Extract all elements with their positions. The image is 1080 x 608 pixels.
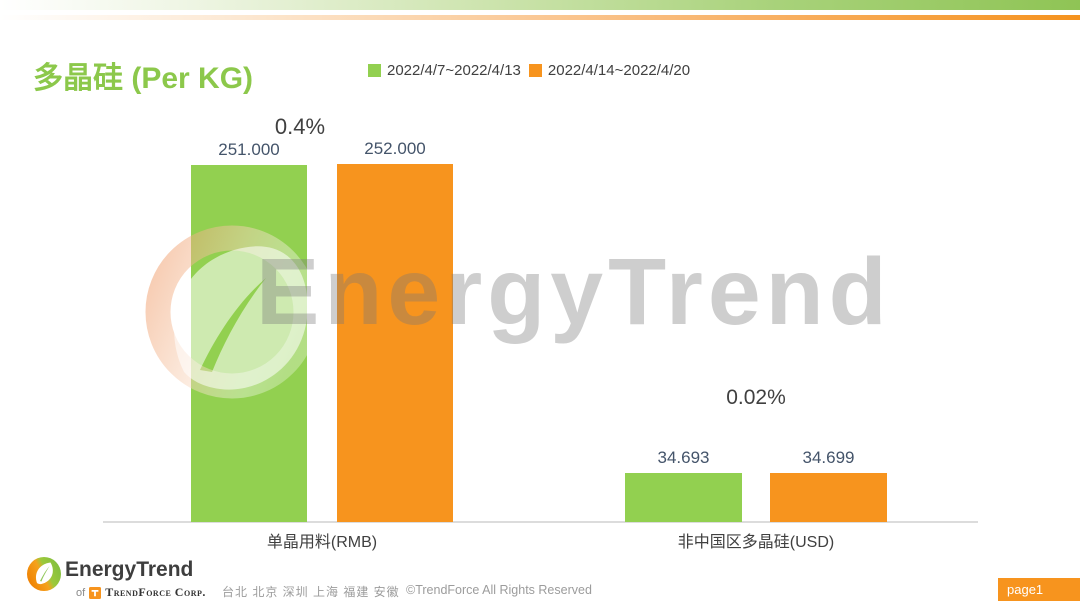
legend-item-week2: 2022/4/14~2022/4/20 xyxy=(528,62,691,79)
bar-fill xyxy=(191,165,307,522)
legend-item-week1: 2022/4/7~2022/4/13 xyxy=(368,62,521,79)
bar-group2-series1: 34.693 xyxy=(625,448,742,522)
bar-group1-series1: 251.000 xyxy=(191,140,307,522)
footer-of-label: of xyxy=(76,586,86,599)
footer-locations: 台北 北京 深圳 上海 福建 安徽 xyxy=(222,585,400,599)
x-axis-line xyxy=(103,521,978,523)
footer-logo-subline: of TrendForce Corp. xyxy=(76,585,206,600)
page-title: 多晶硅 (Per KG) xyxy=(33,62,254,95)
bar-value-label: 34.693 xyxy=(657,448,710,467)
top-green-gradient-band xyxy=(0,0,1080,10)
category-label-group2: 非中国区多晶硅(USD) xyxy=(677,534,835,551)
bar-fill xyxy=(337,164,453,522)
footer-copyright: ©TrendForce All Rights Reserved xyxy=(406,583,592,597)
bar-fill xyxy=(625,473,742,522)
category-label-group1: 单晶用料(RMB) xyxy=(266,534,378,551)
bar-group2-series2: 34.699 xyxy=(770,448,887,522)
page-number-badge: page1 xyxy=(998,578,1080,601)
legend-swatch-green xyxy=(368,64,381,77)
percent-change-group1: 0.4% xyxy=(274,114,326,139)
bar-value-label: 252.000 xyxy=(364,139,426,158)
footer-trendforce-label: TrendForce Corp. xyxy=(105,585,206,599)
legend-label: 2022/4/14~2022/4/20 xyxy=(547,62,691,79)
chart-legend: 2022/4/7~2022/4/13 2022/4/14~2022/4/20 xyxy=(368,62,690,79)
footer-logo-text: EnergyTrend xyxy=(65,558,194,581)
bar-group1-series2: 252.000 xyxy=(337,139,453,522)
top-orange-gradient-band xyxy=(0,15,1080,20)
bar-fill xyxy=(770,473,887,522)
legend-label: 2022/4/7~2022/4/13 xyxy=(387,62,521,79)
energytrend-logo-icon xyxy=(27,557,61,591)
percent-change-group2: 0.02% xyxy=(726,386,786,409)
bar-value-label: 251.000 xyxy=(218,140,280,159)
legend-swatch-orange xyxy=(528,64,542,77)
bar-value-label: 34.699 xyxy=(802,448,855,467)
trendforce-logo-icon xyxy=(89,586,102,599)
